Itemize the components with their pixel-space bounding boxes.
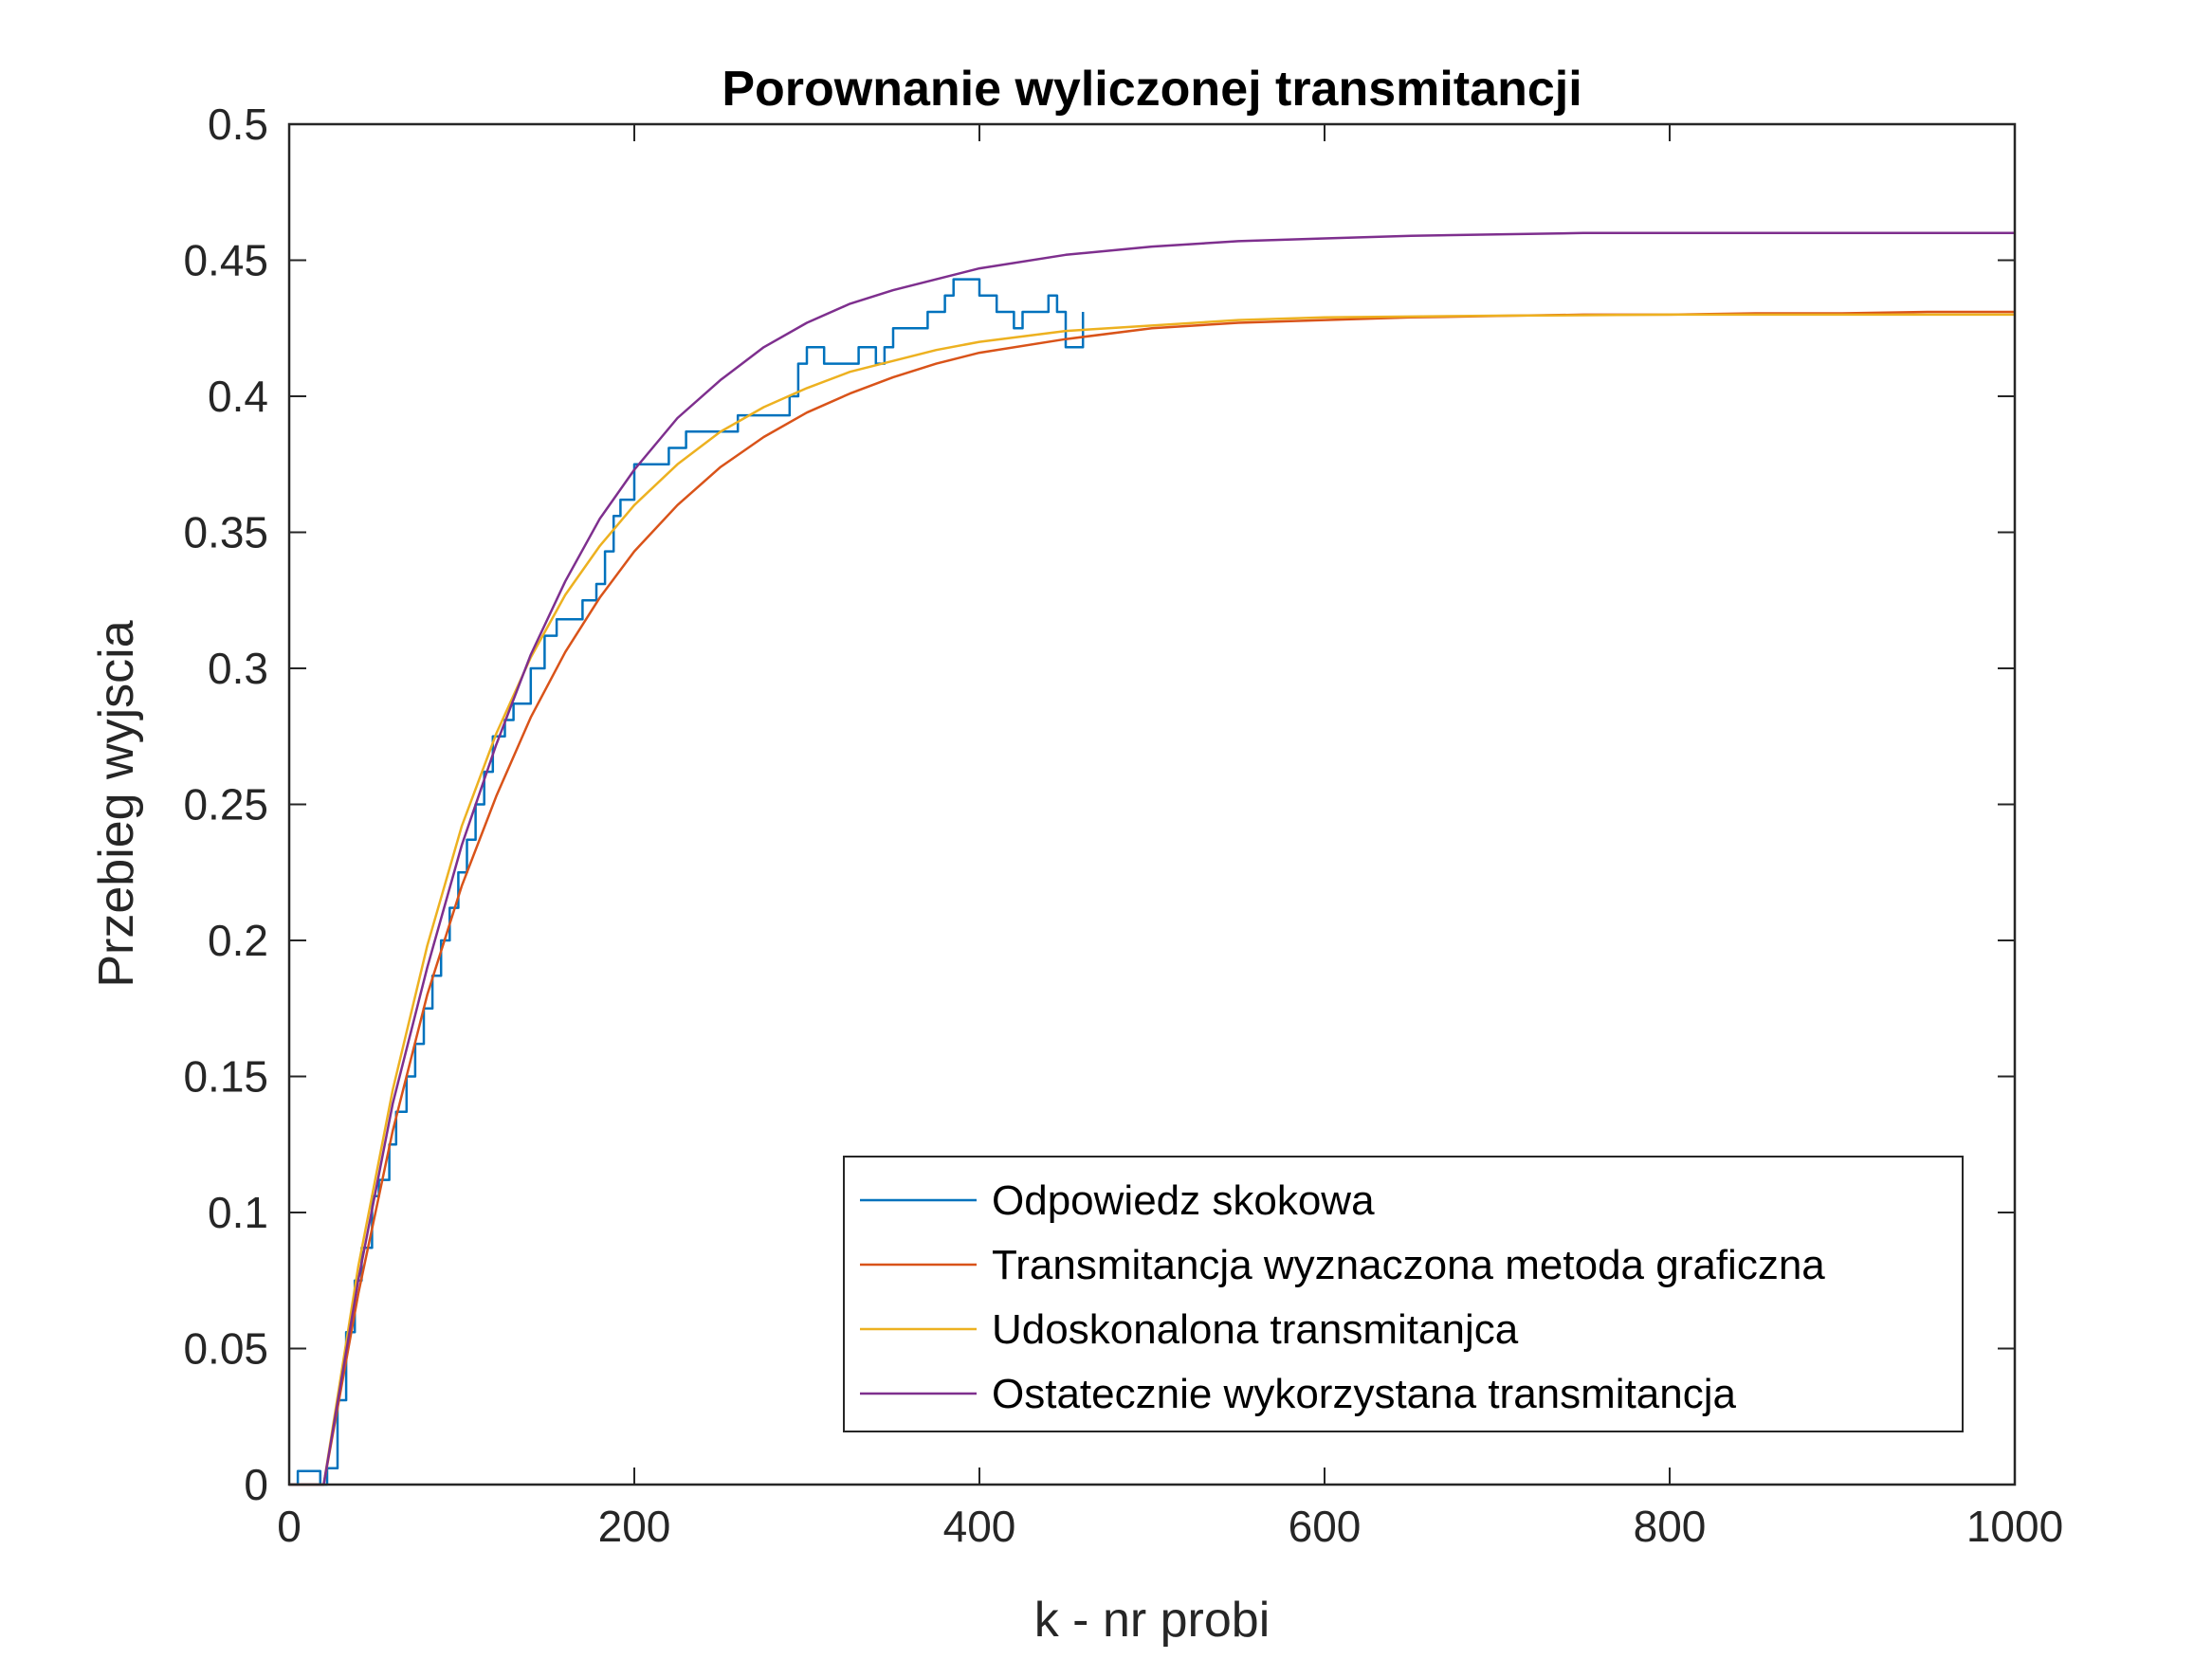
y-tick-label-3: 0.15 bbox=[183, 1052, 268, 1102]
y-tick-label-5: 0.25 bbox=[183, 780, 268, 830]
series-line-3 bbox=[289, 231, 2015, 1486]
x-tick-label-3: 600 bbox=[1289, 1502, 1362, 1551]
y-tick-label-9: 0.45 bbox=[183, 236, 268, 285]
legend-box bbox=[843, 1156, 1964, 1432]
axes: 0 200 400 600 800 1000 0 0.05 0.1 0.15 0.2 0.25 0.3 0… bbox=[183, 100, 2063, 1551]
chart-title: Porownanie wyliczonej transmitancji bbox=[722, 62, 1581, 117]
legend-entry-3: Ostatecznie wykorzystana transmitancja bbox=[992, 1371, 1737, 1417]
x-tick-label-4: 800 bbox=[1634, 1502, 1707, 1551]
y-tick-label-7: 0.35 bbox=[183, 508, 268, 557]
x-tick-label-0: 0 bbox=[277, 1502, 302, 1551]
x-tick-label-5: 1000 bbox=[1966, 1502, 2063, 1551]
legend: Odpowiedz skokowa Transmitancja wyznaczo… bbox=[843, 1156, 1964, 1432]
legend-entry-2: Udoskonalona transmitanjca bbox=[992, 1306, 1519, 1353]
legend-entry-0: Odpowiedz skokowa bbox=[992, 1177, 1375, 1224]
series-line-2 bbox=[289, 313, 2015, 1486]
y-tick-label-1: 0.05 bbox=[183, 1324, 268, 1374]
y-tick-label-10: 0.5 bbox=[208, 100, 268, 149]
y-axis-label: Przebieg wyjscia bbox=[89, 620, 144, 987]
series-line-0 bbox=[289, 278, 1085, 1486]
y-tick-label-6: 0.3 bbox=[208, 644, 268, 693]
y-tick-label-4: 0.2 bbox=[208, 916, 268, 965]
x-tick-label-1: 200 bbox=[598, 1502, 671, 1551]
series-layer bbox=[289, 231, 2015, 1486]
x-axis-label: k - nr probi bbox=[1034, 1593, 1271, 1648]
legend-entry-1: Transmitancja wyznaczona metoda graficzn… bbox=[992, 1242, 1825, 1288]
y-tick-label-8: 0.4 bbox=[208, 372, 268, 421]
y-tick-label-2: 0.1 bbox=[208, 1188, 268, 1237]
y-tick-label-0: 0 bbox=[244, 1460, 268, 1509]
x-tick-label-2: 400 bbox=[943, 1502, 1016, 1551]
